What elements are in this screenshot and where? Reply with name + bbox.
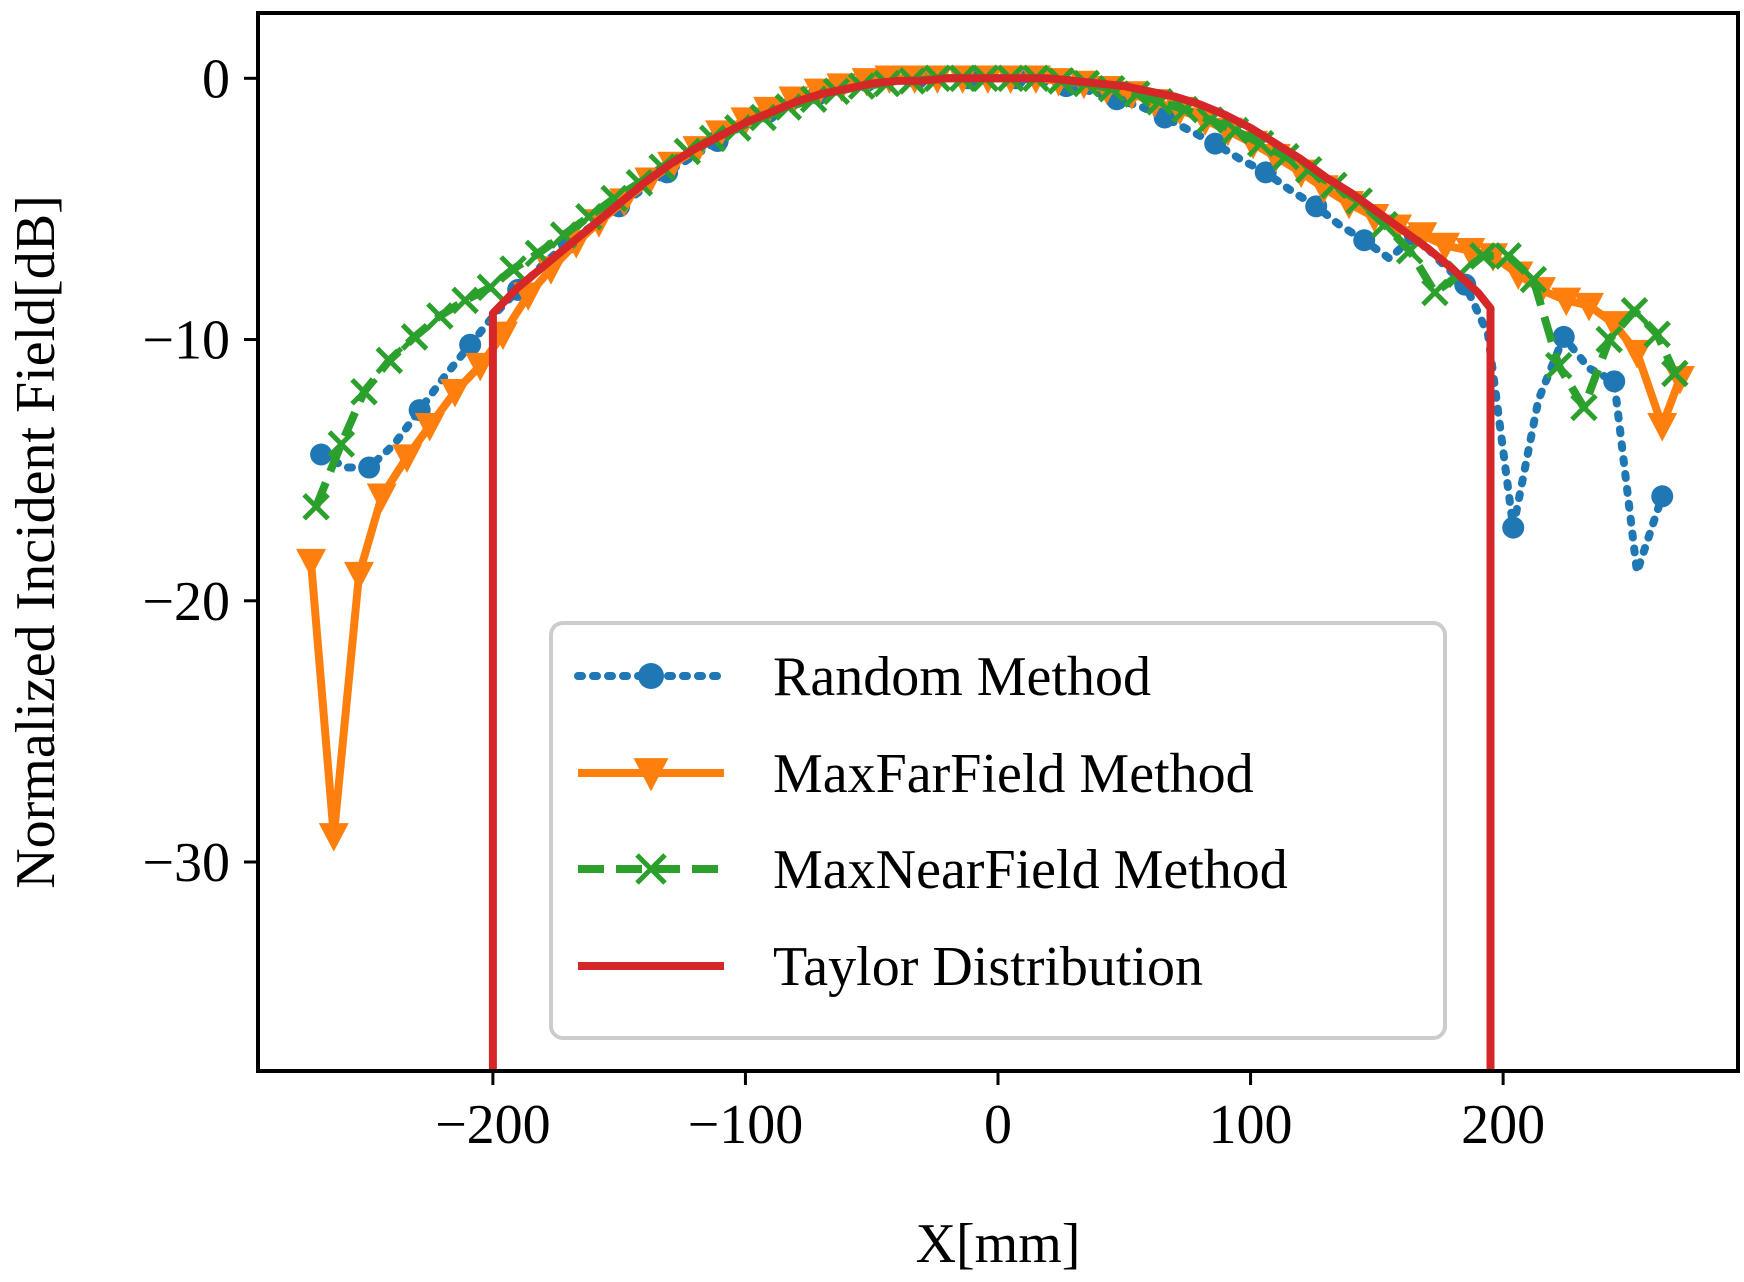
y-tick-label: −10: [142, 310, 230, 372]
data-point: [1421, 278, 1449, 307]
legend-label: Taylor Distribution: [773, 936, 1203, 998]
data-point: [1305, 195, 1328, 218]
y-tick-label: −30: [142, 832, 230, 894]
data-point: [1595, 325, 1623, 354]
data-point: [1552, 325, 1575, 348]
data-point: [1494, 242, 1522, 270]
x-tick-label: −100: [688, 1094, 804, 1156]
data-point: [400, 323, 429, 351]
data-point: [1544, 351, 1573, 380]
series-layer: [296, 64, 1695, 1071]
legend-label: MaxNearField Method: [773, 839, 1288, 901]
data-point: [1370, 210, 1399, 239]
data-point: [1651, 485, 1674, 508]
x-tick-label: −200: [435, 1094, 551, 1156]
data-point: [1551, 287, 1582, 317]
legend-label: MaxFarField Method: [773, 743, 1254, 805]
data-point: [1204, 132, 1227, 155]
data-point: [1502, 516, 1525, 539]
data-point: [451, 286, 479, 315]
data-point: [1353, 229, 1376, 252]
series-line: [488, 74, 1495, 1071]
series-taylor-distribution: [488, 74, 1495, 1071]
plot-area: [256, 11, 1740, 1073]
y-axis: 0 −10 −20 −30: [142, 48, 258, 894]
data-point: [366, 483, 397, 513]
data-point: [1573, 292, 1604, 322]
legend-box: [549, 621, 1447, 1040]
legend-item: MaxFarField Method: [578, 743, 1254, 805]
data-point: [1407, 222, 1438, 251]
data-point: [1647, 413, 1678, 442]
data-point: [426, 302, 454, 330]
data-point: [1643, 320, 1671, 349]
data-point: [1661, 359, 1689, 388]
data-point: [350, 378, 378, 406]
data-point: [1603, 370, 1626, 393]
x-tick-label: 100: [1209, 1094, 1293, 1156]
legend-item: MaxNearField Method: [578, 839, 1288, 901]
data-point: [327, 430, 356, 458]
y-axis-label: Normalized Incident Field[dB]: [5, 195, 67, 889]
data-point: [1621, 339, 1652, 369]
data-point: [1455, 237, 1486, 267]
data-point: [1620, 297, 1649, 325]
series-line: [317, 74, 1667, 576]
data-point: [1254, 161, 1277, 184]
data-point: [1519, 265, 1548, 294]
legend-item: Taylor Distribution: [578, 936, 1203, 998]
y-tick-label: −20: [142, 571, 230, 633]
x-axis-label: X[mm]: [916, 1213, 1081, 1275]
legend-items: Random Method MaxFarField Method MaxNearFi…: [574, 646, 1288, 998]
data-point: [1469, 242, 1497, 270]
data-point: [439, 379, 470, 408]
legend-swatch-marker: [638, 663, 664, 689]
data-point: [375, 346, 404, 375]
data-point: [1570, 393, 1598, 422]
data-point: [358, 456, 381, 479]
data-point: [296, 548, 327, 578]
data-point: [476, 273, 505, 302]
x-axis: −200 −100 0 100 200: [435, 1071, 1545, 1156]
data-point: [302, 492, 330, 521]
data-point: [499, 255, 527, 283]
x-tick-label: 0: [984, 1094, 1012, 1156]
data-point: [344, 561, 375, 591]
data-point: [310, 443, 333, 466]
data-point: [1599, 311, 1630, 340]
x-tick-label: 200: [1461, 1094, 1545, 1156]
legend: Random Method MaxFarField Method MaxNearFi…: [549, 621, 1447, 1040]
legend-swatch-marker: [635, 853, 667, 885]
data-point: [414, 413, 445, 442]
legend-item: Random Method: [574, 646, 1151, 708]
data-point: [392, 444, 423, 473]
y-tick-label: 0: [202, 48, 230, 110]
data-point: [459, 333, 482, 356]
legend-swatch-marker: [633, 758, 669, 792]
data-point: [318, 823, 349, 852]
data-point: [465, 352, 496, 382]
legend-label: Random Method: [773, 646, 1151, 708]
data-point: [1430, 232, 1461, 262]
